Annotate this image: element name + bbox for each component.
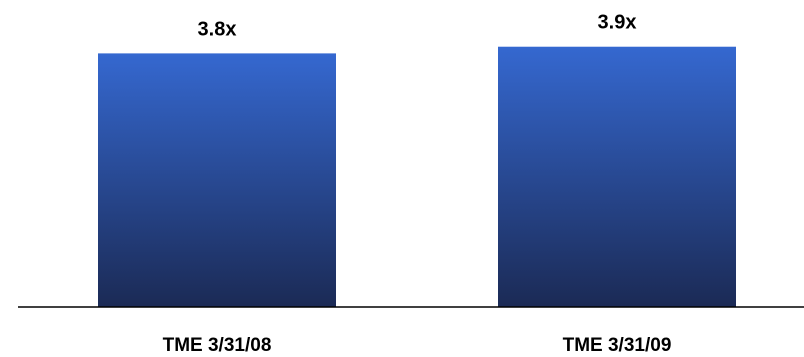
- data-label-2: 3.9x: [598, 12, 637, 34]
- bar-2: [498, 46, 736, 307]
- data-label-1: 3.8x: [198, 18, 237, 40]
- x-tick-label-2: TME 3/31/09: [563, 335, 672, 356]
- bar-1: [98, 53, 336, 308]
- data-labels-group: 3.8x 3.9x: [198, 12, 637, 41]
- bars-group: [98, 46, 736, 308]
- x-tick-label-1: TME 3/31/08: [163, 335, 272, 356]
- x-tick-labels-group: TME 3/31/08 TME 3/31/09: [163, 335, 672, 356]
